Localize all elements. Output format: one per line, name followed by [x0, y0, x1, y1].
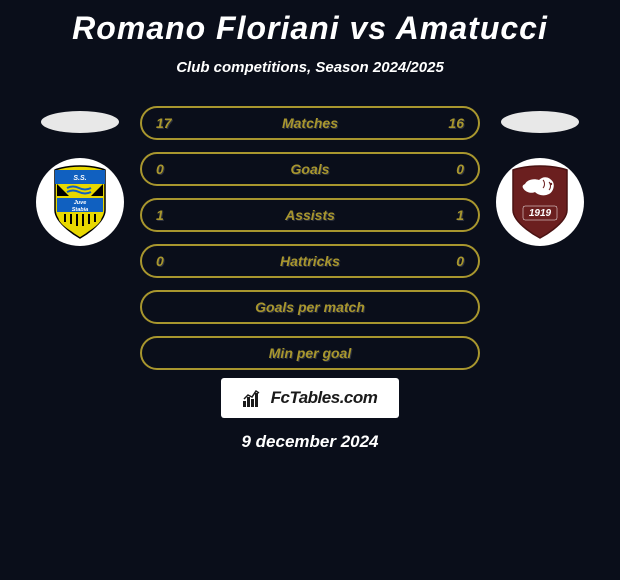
player2-avatar-placeholder: [501, 111, 579, 133]
stat-left-value: 1: [156, 207, 164, 223]
stat-right-value: 16: [448, 115, 464, 131]
date-text: 9 december 2024: [241, 432, 378, 452]
stat-bar-hattricks: 0 Hattricks 0: [140, 244, 480, 278]
stat-right-value: 0: [456, 253, 464, 269]
stat-bar-goals: 0 Goals 0: [140, 152, 480, 186]
svg-text:S.S.: S.S.: [73, 175, 86, 182]
stat-left-value: 0: [156, 161, 164, 177]
player1-avatar-placeholder: [41, 111, 119, 133]
stat-left-value: 0: [156, 253, 164, 269]
juve-stabia-crest-icon: S.S. Juve Stabia: [49, 164, 111, 240]
player1-team-badge: S.S. Juve Stabia: [36, 158, 124, 246]
stats-column: 17 Matches 16 0 Goals 0 1 Assists 1 0 Ha…: [140, 106, 480, 370]
stat-label: Goals: [291, 161, 330, 177]
stat-label: Hattricks: [280, 253, 340, 269]
stat-right-value: 1: [456, 207, 464, 223]
stat-label: Assists: [285, 207, 335, 223]
svg-text:Juve: Juve: [74, 200, 87, 206]
stat-bar-matches: 17 Matches 16: [140, 106, 480, 140]
stat-left-value: 17: [156, 115, 172, 131]
stat-bar-min-per-goal: Min per goal: [140, 336, 480, 370]
stat-label: Min per goal: [269, 345, 351, 361]
infographic-container: Romano Floriani vs Amatucci Club competi…: [0, 0, 620, 580]
main-area: S.S. Juve Stabia 17 Matches 16: [0, 106, 620, 370]
stat-label: Matches: [282, 115, 338, 131]
page-title: Romano Floriani vs Amatucci: [72, 10, 548, 47]
fctables-logo-icon: [243, 389, 265, 407]
salernitana-crest-icon: 1919: [505, 162, 575, 242]
footer-brand-text: FcTables.com: [271, 388, 378, 408]
player2-column: 1919: [490, 106, 590, 246]
player2-team-badge: 1919: [496, 158, 584, 246]
stat-bar-goals-per-match: Goals per match: [140, 290, 480, 324]
stat-right-value: 0: [456, 161, 464, 177]
footer-brand-badge: FcTables.com: [221, 378, 400, 418]
stat-label: Goals per match: [255, 299, 365, 315]
subtitle: Club competitions, Season 2024/2025: [176, 59, 444, 76]
player1-column: S.S. Juve Stabia: [30, 106, 130, 246]
stat-bar-assists: 1 Assists 1: [140, 198, 480, 232]
team-year-text: 1919: [529, 208, 552, 219]
